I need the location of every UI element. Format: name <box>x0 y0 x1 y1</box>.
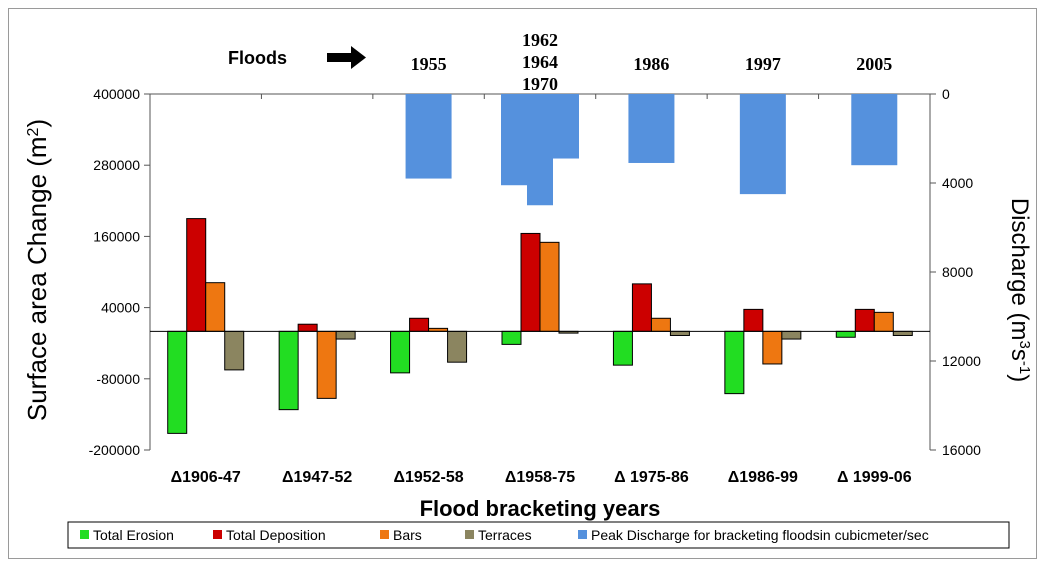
x-axis-title: Flood bracketing years <box>420 496 661 521</box>
bar-terraces <box>892 330 913 336</box>
bar-total-erosion <box>612 330 633 366</box>
bar-total-deposition <box>297 323 318 332</box>
flood-year-label: 1997 <box>745 54 781 74</box>
category-label: Δ1958-75 <box>505 469 575 486</box>
legend-box <box>67 521 1010 549</box>
flood-year-label: 1970 <box>522 74 558 94</box>
category-label: Δ1947-52 <box>282 469 352 486</box>
category-label: Δ 1975-86 <box>614 469 689 486</box>
flood-year-label: 2005 <box>856 54 892 74</box>
bar-total-erosion <box>278 330 299 411</box>
bar-total-erosion <box>835 330 856 338</box>
bar-total-deposition <box>854 308 875 332</box>
legend-swatch <box>380 530 389 539</box>
flood-year-label: 1962 <box>522 30 558 50</box>
bar-total-deposition <box>631 283 652 332</box>
legend-swatch <box>578 530 587 539</box>
legend-swatch <box>80 530 89 539</box>
bar-terraces <box>335 330 356 340</box>
bar-bars <box>205 282 226 332</box>
bar-bars <box>762 330 783 365</box>
legend-entry: Terraces <box>478 527 532 543</box>
bar-total-deposition <box>409 317 430 332</box>
y-right-tick-label: 16000 <box>942 442 981 458</box>
category-label: Δ1986-99 <box>728 469 798 486</box>
bar-total-deposition <box>186 218 207 332</box>
y-right-tick-label: 12000 <box>942 353 981 369</box>
y-right-tick-label: 4000 <box>942 175 973 191</box>
bar-terraces <box>781 330 802 340</box>
y-axis-left-title: Surface area Change (m2) <box>22 119 52 421</box>
bar-terraces <box>669 330 690 336</box>
y-left-tick-label: -200000 <box>89 442 141 458</box>
bar-bars <box>539 241 560 332</box>
legend-entry: Peak Discharge for bracketing floodsin c… <box>591 527 929 543</box>
floods-label: Floods <box>228 48 287 68</box>
category-label: Δ1906-47 <box>171 469 241 486</box>
bar-total-erosion <box>724 330 745 395</box>
discharge-bar <box>739 94 786 195</box>
discharge-bar <box>527 94 553 206</box>
bar-terraces <box>447 330 468 363</box>
legend-swatch <box>465 530 474 539</box>
y-axis-right-title: Discharge (m3s-1) <box>1006 198 1034 382</box>
bar-total-deposition <box>520 232 541 332</box>
y-left-tick-label: 400000 <box>93 86 140 102</box>
legend-entry: Total Deposition <box>226 527 326 543</box>
flood-year-label: 1964 <box>522 52 558 72</box>
bar-total-erosion <box>390 330 411 374</box>
category-label: Δ 1999-06 <box>837 469 912 486</box>
flood-year-label: 1986 <box>633 54 669 74</box>
y-left-tick-label: -80000 <box>96 371 140 387</box>
category-label: Δ1952-58 <box>393 469 463 486</box>
y-left-tick-label: 280000 <box>93 157 140 173</box>
legend-swatch <box>213 530 222 539</box>
y-right-tick-label: 0 <box>942 86 950 102</box>
bar-bars <box>873 311 894 332</box>
bar-total-deposition <box>743 308 764 332</box>
discharge-bar <box>628 94 675 163</box>
bar-bars <box>316 330 337 399</box>
bar-terraces <box>224 330 245 371</box>
discharge-bar <box>553 94 579 159</box>
bar-total-erosion <box>167 330 188 434</box>
floods-arrow-icon <box>327 46 366 69</box>
y-right-tick-label: 8000 <box>942 264 973 280</box>
legend-entry: Total Erosion <box>93 527 174 543</box>
discharge-bar <box>501 94 527 186</box>
chart-frame <box>8 8 1037 559</box>
bar-total-erosion <box>501 330 522 345</box>
y-left-tick-label: 40000 <box>101 300 140 316</box>
bar-bars <box>650 317 671 332</box>
discharge-bar <box>405 94 452 179</box>
y-left-tick-label: 160000 <box>93 228 140 244</box>
legend-entry: Bars <box>393 527 422 543</box>
discharge-bar <box>851 94 898 166</box>
flood-year-label: 1955 <box>411 54 447 74</box>
